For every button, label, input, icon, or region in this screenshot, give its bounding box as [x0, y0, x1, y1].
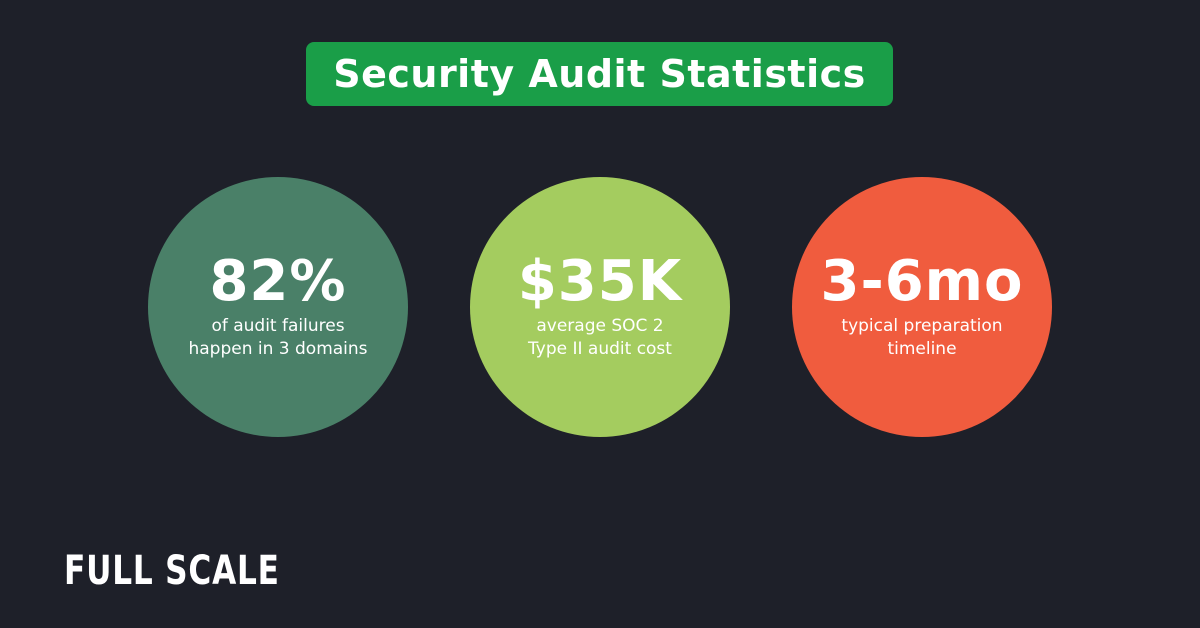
- stat-description: Type II audit cost: [528, 339, 672, 359]
- stat-value: 3-6mo: [820, 249, 1024, 314]
- stat-description: typical preparation: [841, 316, 1003, 336]
- stat-description: average SOC 2: [536, 316, 664, 336]
- stat-value: $35K: [517, 249, 683, 314]
- stat-description: timeline: [887, 339, 957, 359]
- stat-description: happen in 3 domains: [188, 339, 368, 359]
- stat-circle: $35K average SOC 2 Type II audit cost: [470, 177, 730, 437]
- stat-circle: 82% of audit failures happen in 3 domain…: [148, 177, 408, 437]
- title: Security Audit Statistics: [306, 42, 893, 106]
- logo: FULL SCALE: [64, 548, 280, 594]
- stat-circle: 3-6mo typical preparation timeline: [792, 177, 1052, 437]
- stat-value: 82%: [209, 249, 347, 314]
- stat-description: of audit failures: [211, 316, 345, 336]
